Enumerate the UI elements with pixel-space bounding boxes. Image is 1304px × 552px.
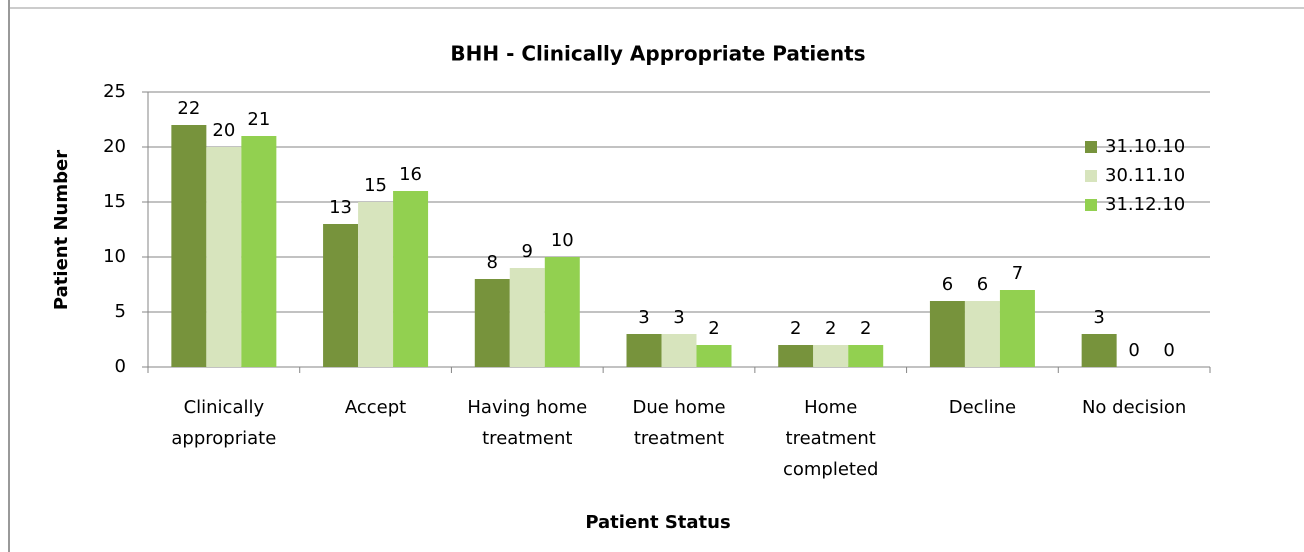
bar [929, 301, 965, 367]
legend-swatch [1085, 170, 1097, 182]
x-tick-label: Having home treatment [467, 397, 587, 449]
bar [964, 301, 1000, 367]
bar [544, 257, 580, 367]
data-label: 2 [825, 318, 836, 339]
bar [323, 224, 359, 367]
data-label: 2 [790, 318, 801, 339]
legend-label: 30.11.10 [1105, 165, 1185, 186]
data-label: 9 [522, 241, 533, 262]
data-label: 20 [212, 120, 235, 141]
data-label: 7 [1012, 263, 1023, 284]
data-label: 3 [1093, 307, 1104, 328]
y-tick-label: 5 [115, 301, 126, 322]
x-tick-label: Decline [949, 397, 1016, 418]
bar [171, 125, 207, 367]
y-tick-label: 20 [103, 136, 126, 157]
bar [813, 345, 849, 367]
bar [696, 345, 732, 367]
data-label: 13 [329, 197, 352, 218]
bar [999, 290, 1035, 367]
data-label: 0 [1163, 340, 1174, 361]
x-tick-label: Home treatment completed [783, 397, 879, 480]
x-tick-label: Clinically appropriate [171, 397, 276, 449]
data-label: 10 [551, 230, 574, 251]
y-tick-label: 10 [103, 246, 126, 267]
data-label: 0 [1128, 340, 1139, 361]
bar [474, 279, 510, 367]
legend-swatch [1085, 199, 1097, 211]
x-axis-title: Patient Status [585, 512, 730, 533]
legend-swatch [1085, 141, 1097, 153]
chart-title: BHH - Clinically Appropriate Patients [450, 42, 865, 66]
data-label: 21 [247, 109, 270, 130]
bar [626, 334, 662, 367]
legend-label: 31.12.10 [1105, 194, 1185, 215]
bar [848, 345, 884, 367]
data-label: 2 [860, 318, 871, 339]
data-label: 6 [942, 274, 953, 295]
bar [241, 136, 277, 367]
data-label: 8 [487, 252, 498, 273]
x-tick-label: Due home treatment [632, 397, 725, 449]
data-label: 15 [364, 175, 387, 196]
bar [661, 334, 697, 367]
data-label: 3 [638, 307, 649, 328]
y-tick-label: 15 [103, 191, 126, 212]
legend-label: 31.10.10 [1105, 136, 1185, 157]
bar [1081, 334, 1117, 367]
data-label: 16 [399, 164, 422, 185]
data-label: 22 [177, 98, 200, 119]
bar [509, 268, 545, 367]
bar [778, 345, 814, 367]
y-tick-label: 0 [115, 356, 126, 377]
bar [206, 147, 242, 367]
data-label: 2 [708, 318, 719, 339]
y-tick-label: 25 [103, 81, 126, 102]
x-tick-label: Accept [345, 397, 406, 418]
data-label: 3 [673, 307, 684, 328]
data-label: 6 [977, 274, 988, 295]
bar [358, 202, 394, 367]
x-tick-label: No decision [1082, 397, 1186, 418]
y-axis-title: Patient Number [51, 150, 72, 310]
bar [393, 191, 429, 367]
